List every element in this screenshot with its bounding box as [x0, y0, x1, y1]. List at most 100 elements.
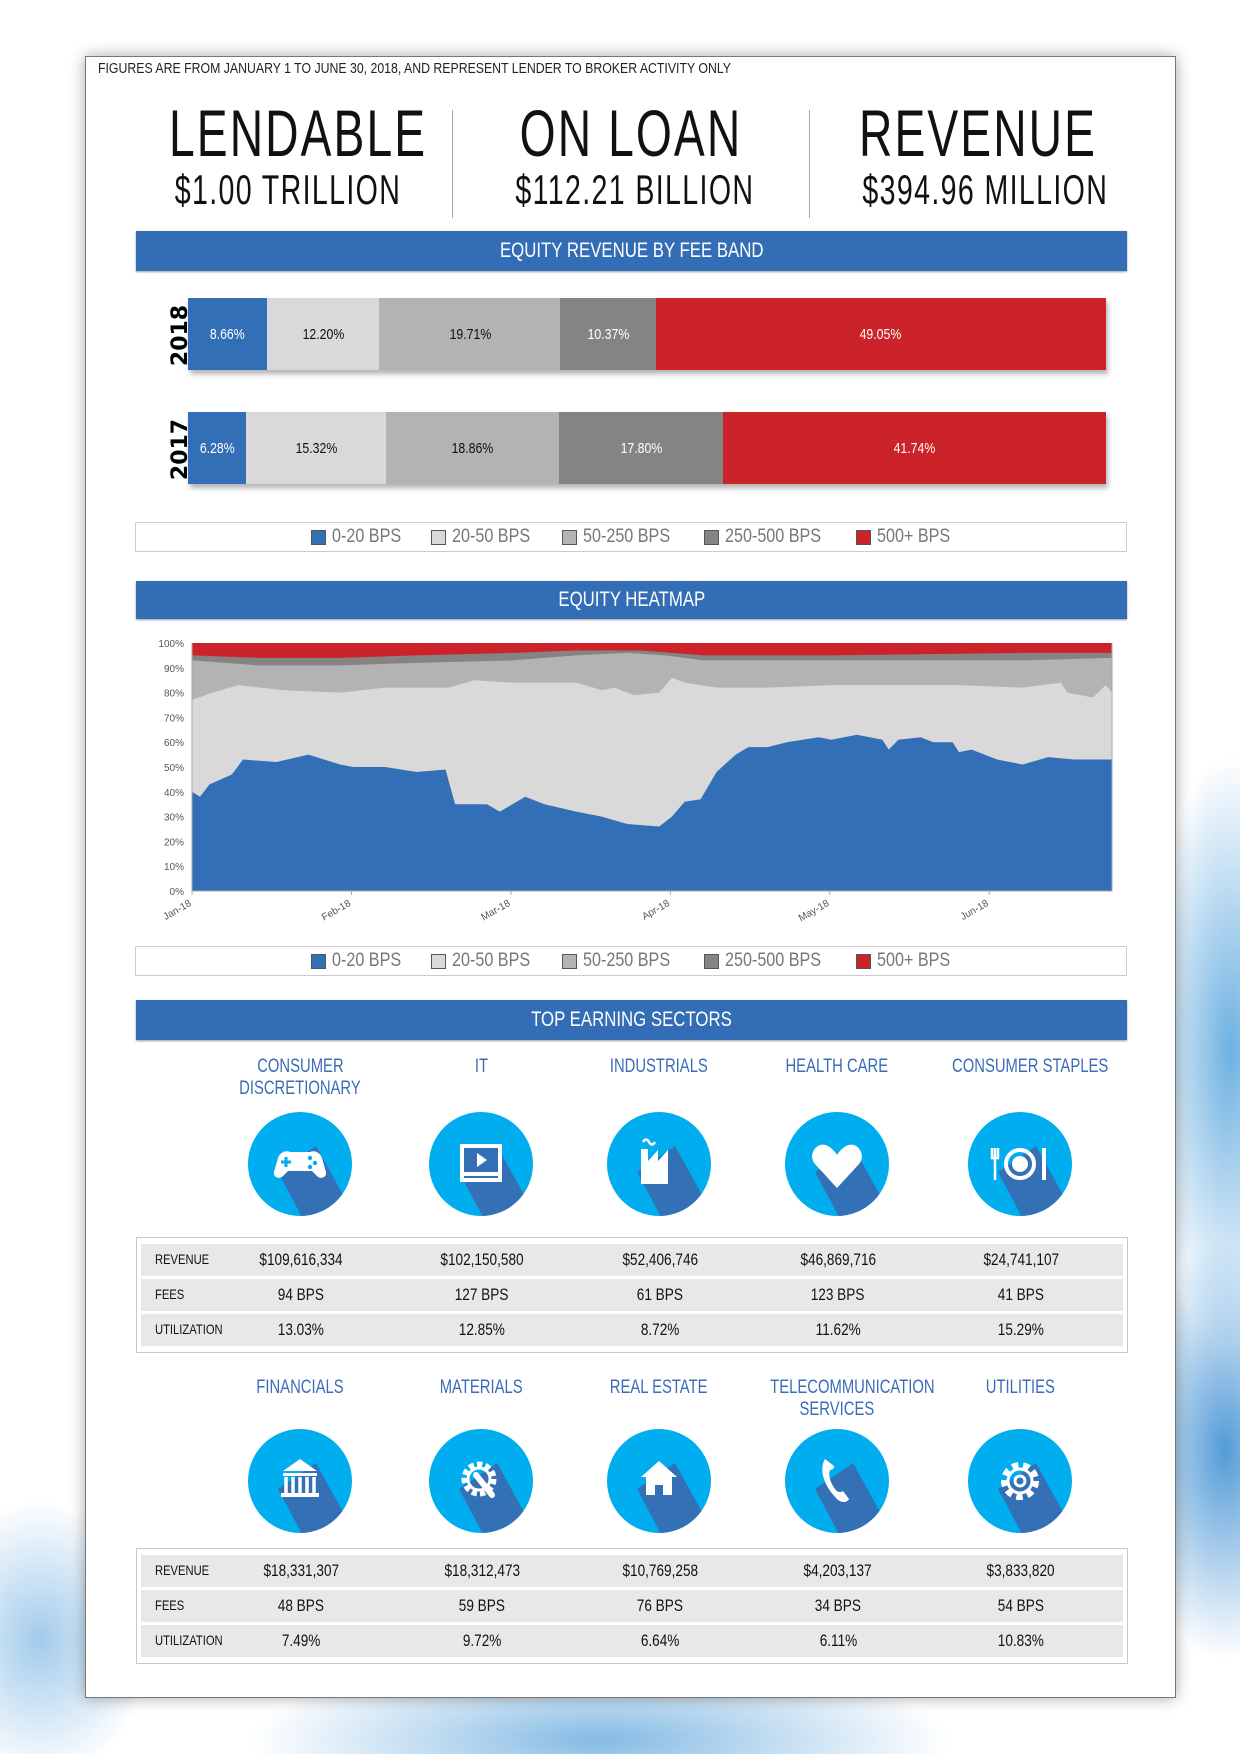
row-label: REVENUE: [155, 1562, 210, 1578]
x-tick-label: May-18: [797, 898, 832, 924]
stacked-bar-2018: 8.66% 12.20% 19.71% 10.37% 49.05%: [188, 298, 1106, 370]
house-icon: [607, 1429, 711, 1533]
cell-value: 9.72%: [462, 1631, 502, 1650]
legend-swatch: [431, 529, 447, 545]
cell-value: 10.83%: [997, 1631, 1045, 1650]
sector-name-line: INDUSTRIALS: [609, 1056, 708, 1077]
table-cell-revenue: $46,869,716: [758, 1250, 918, 1270]
bar-data-label: 10.37%: [587, 325, 629, 343]
stat-title: LENDABLE: [169, 96, 428, 170]
bar-data-label: 41.74%: [893, 439, 936, 457]
bar-data-label: 17.80%: [620, 439, 662, 457]
cell-value: 7.49%: [281, 1631, 321, 1650]
legend-swatch: [311, 953, 327, 969]
cell-value: 8.72%: [640, 1320, 680, 1339]
bar-segment-250-500-bps: 10.37%: [560, 298, 656, 370]
table-cell-utilization: 6.11%: [758, 1631, 918, 1651]
bar-segment-20-50-bps: 15.32%: [245, 412, 387, 484]
cell-value: 12.85%: [458, 1320, 506, 1339]
sector-name: MATERIALS: [391, 1377, 571, 1399]
legend-label: 20-50 BPS: [452, 950, 531, 971]
legend-swatch: [855, 529, 871, 545]
date-range-note: FIGURES ARE FROM JANUARY 1 TO JUNE 30, 2…: [98, 60, 731, 77]
table-row: UTILIZATION 7.49% 9.72% 6.64% 6.11% 10.83%: [141, 1625, 1123, 1657]
cell-value: 61 BPS: [636, 1285, 684, 1304]
stat-value: $394.96 MILLION: [862, 166, 1109, 213]
section-header-sectors: TOP EARNING SECTORS: [136, 1000, 1127, 1040]
table-cell-revenue: $52,406,746: [580, 1250, 740, 1270]
section-header-fee-band: EQUITY REVENUE BY FEE BAND: [136, 231, 1127, 271]
sector-name-line: CONSUMER STAPLES: [952, 1056, 1109, 1077]
y-tick-label: 30%: [164, 813, 184, 824]
y-tick-label: 60%: [164, 738, 184, 749]
legend-swatch: [703, 529, 719, 545]
cell-value: 48 BPS: [277, 1596, 325, 1615]
table-cell-revenue: $10,769,258: [580, 1561, 740, 1581]
x-tick-label: Mar-18: [479, 898, 512, 924]
bar-data-label: 12.20%: [302, 325, 345, 343]
table-cell-utilization: 7.49%: [221, 1631, 381, 1651]
table-row: REVENUE $18,331,307 $18,312,473 $10,769,258…: [141, 1555, 1123, 1587]
table-row: UTILIZATION 13.03% 12.85% 8.72% 11.62% 15.29%: [141, 1314, 1123, 1346]
section-title: EQUITY HEATMAP: [558, 588, 705, 611]
sector-stats-table: REVENUE $109,616,334 $102,150,580 $52,406,7…: [136, 1237, 1128, 1353]
table-row: REVENUE $109,616,334 $102,150,580 $52,406,7…: [141, 1244, 1123, 1276]
legend-label: 20-50 BPS: [452, 526, 531, 547]
table-cell-utilization: 15.29%: [941, 1320, 1101, 1340]
table-row: FEES 94 BPS 127 BPS 61 BPS 123 BPS 41 BPS: [141, 1279, 1123, 1311]
divider: [452, 110, 453, 218]
cell-value: 34 BPS: [814, 1596, 862, 1615]
table-cell-fees: 48 BPS: [221, 1596, 381, 1616]
sector-name-line: REAL ESTATE: [610, 1377, 708, 1398]
bar-segment-50-250-bps: 19.71%: [379, 298, 561, 370]
table-cell-fees: 34 BPS: [758, 1596, 918, 1616]
sector-name-line: TELECOMMUNICATION: [770, 1377, 935, 1398]
cell-value: 15.29%: [997, 1320, 1045, 1339]
legend-swatch: [562, 529, 578, 545]
legend-swatch: [431, 953, 447, 969]
heatmap-chart: 0% 10% 20% 30% 40% 50% 60% 70% 80% 90% 100% Jan-18 F…: [158, 639, 1113, 924]
sector-name: FINANCIALS: [210, 1377, 390, 1399]
heart-icon: [785, 1112, 889, 1216]
sector-name: INDUSTRIALS: [569, 1056, 749, 1078]
stat-title: REVENUE: [859, 96, 1098, 170]
sector-name-line: UTILITIES: [985, 1377, 1055, 1398]
cell-value: 123 BPS: [811, 1285, 865, 1304]
heatmap-legend: 0-20 BPS 20-50 BPS 50-250 BPS 250-500 BPS 50…: [135, 946, 1127, 976]
table-row: FEES 48 BPS 59 BPS 76 BPS 34 BPS 54 BPS: [141, 1590, 1123, 1622]
legend-label: 250-500 BPS: [724, 526, 821, 547]
bar-segment-0-20-bps: 6.28%: [188, 412, 246, 484]
sector-name: HEALTH CARE: [747, 1056, 927, 1078]
table-cell-utilization: 10.83%: [941, 1631, 1101, 1651]
table-cell-fees: 59 BPS: [402, 1596, 562, 1616]
legend-item: 50-250 BPS: [562, 526, 673, 548]
sector-name-line: IT: [474, 1056, 488, 1077]
stat-value: $112.21 BILLION: [515, 166, 755, 213]
video-screen-icon: [429, 1112, 533, 1216]
legend-swatch: [562, 953, 578, 969]
cell-value: 94 BPS: [277, 1285, 325, 1304]
table-cell-revenue: $109,616,334: [221, 1250, 381, 1270]
table-cell-utilization: 8.72%: [580, 1320, 740, 1340]
y-tick-label: 50%: [164, 763, 184, 774]
x-tick-label: Jan-18: [162, 898, 194, 923]
x-tick-label: Feb-18: [320, 898, 353, 924]
bar-segment-250-500-bps: 17.80%: [559, 412, 723, 484]
row-label: UTILIZATION: [155, 1632, 223, 1648]
cell-value: $24,741,107: [983, 1250, 1059, 1269]
cell-value: $3,833,820: [986, 1561, 1056, 1580]
cell-value: $4,203,137: [803, 1561, 873, 1580]
legend-label: 250-500 BPS: [724, 950, 821, 971]
sector-name-line: CONSUMER: [256, 1056, 344, 1077]
bar-segment-500-bps: 41.74%: [722, 412, 1106, 484]
axis-lines: [191, 643, 1113, 892]
legend-item: 500+ BPS: [855, 526, 951, 548]
table-cell-revenue: $18,331,307: [221, 1561, 381, 1581]
x-tick-label: Jun-18: [959, 898, 991, 923]
bar-data-label: 8.66%: [210, 325, 246, 343]
gear-wrench-icon: [429, 1429, 533, 1533]
gear-icon: [968, 1429, 1072, 1533]
y-tick-label: 70%: [164, 713, 184, 724]
row-label: UTILIZATION: [155, 1321, 223, 1337]
sector-name-line: HEALTH CARE: [785, 1056, 889, 1077]
